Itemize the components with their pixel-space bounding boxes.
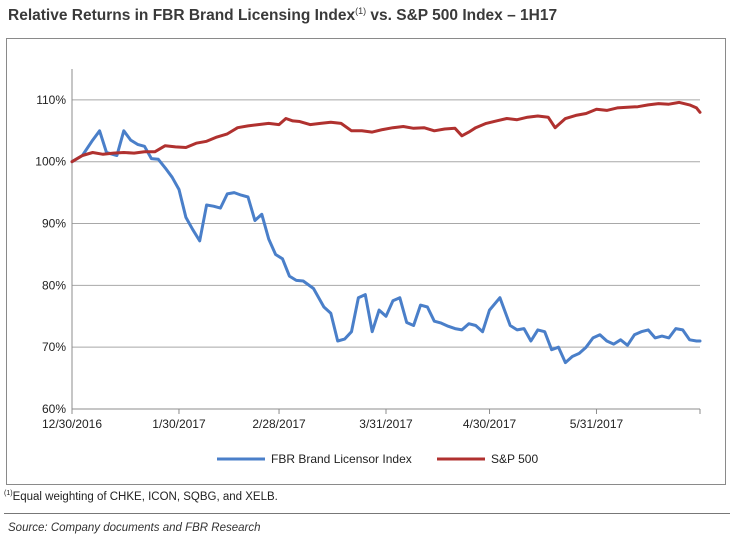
footnote-text: Equal weighting of CHKE, ICON, SQBG, and… bbox=[12, 490, 278, 503]
y-tick-label: 80% bbox=[42, 278, 66, 292]
x-tick-label: 2/28/2017 bbox=[252, 417, 306, 431]
y-tick-label: 110% bbox=[36, 93, 66, 107]
x-tick-label: 5/31/2017 bbox=[570, 417, 624, 431]
footnote-marker: (1) bbox=[4, 490, 13, 497]
y-tick-label: 60% bbox=[42, 402, 66, 416]
y-tick-label: 90% bbox=[42, 217, 66, 231]
chart-frame: 60% 70% 80% 90% 100% 110% 12/30/2016 1/30/2017 2… bbox=[6, 38, 726, 485]
footnote: (1)Equal weighting of CHKE, ICON, SQBG, … bbox=[4, 490, 278, 503]
x-tick-label: 12/30/2016 bbox=[42, 417, 102, 431]
x-tick-label: 3/31/2017 bbox=[359, 417, 413, 431]
x-tick-label: 4/30/2017 bbox=[463, 417, 517, 431]
y-tick-label: 70% bbox=[42, 340, 66, 354]
y-tick-label: 100% bbox=[35, 155, 66, 169]
sp500-legend-label: S&P 500 bbox=[491, 452, 538, 466]
source-note: Source: Company documents and FBR Resear… bbox=[8, 522, 261, 534]
chart-svg: 60% 70% 80% 90% 100% 110% 12/30/2016 1/30/2017 2… bbox=[35, 69, 702, 466]
divider-line bbox=[4, 513, 730, 514]
sp500-line bbox=[70, 100, 702, 164]
fbr-legend-label: FBR Brand Licensor Index bbox=[271, 452, 412, 466]
chart-title-rest: vs. S&P 500 Index – 1H17 bbox=[366, 7, 558, 25]
chart-title: Relative Returns in FBR Brand Licensing … bbox=[8, 6, 557, 25]
chart-title-main: Relative Returns in FBR Brand Licensing … bbox=[8, 7, 356, 25]
chart-title-footnote-ref: (1) bbox=[355, 6, 367, 16]
x-tick-label: 1/30/2017 bbox=[152, 417, 206, 431]
fbr-index-line bbox=[70, 129, 702, 365]
